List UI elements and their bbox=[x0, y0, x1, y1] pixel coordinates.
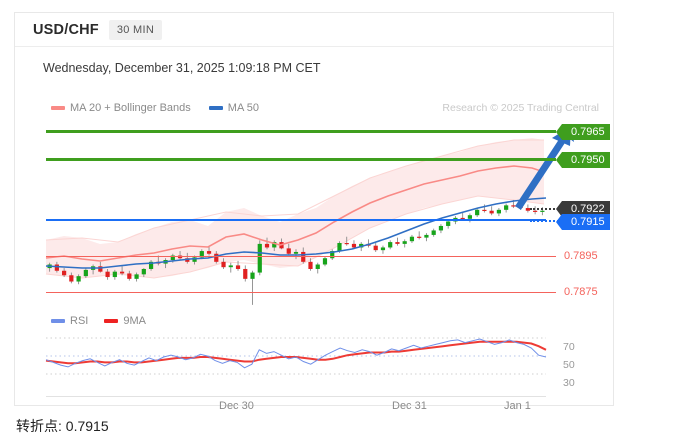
price-tag-0p7965: 0.7965 bbox=[556, 124, 610, 140]
resistance-line-0p7950 bbox=[46, 158, 556, 161]
legend-swatch-ma50 bbox=[208, 106, 223, 110]
price-tag-0p7915: 0.7915 bbox=[556, 214, 610, 230]
x-axis-line bbox=[46, 396, 546, 397]
pivot-point-caption: 转折点: 0.7915 bbox=[16, 418, 109, 434]
legend-item-ma50: MA 50 bbox=[208, 102, 259, 114]
rsi-axis-70: 70 bbox=[563, 341, 575, 353]
bollinger-upper-line bbox=[45, 139, 544, 243]
price-tag-0p7922: 0.7922 bbox=[556, 201, 610, 217]
legend-item-ma20: MA 20 + Bollinger Bands bbox=[51, 102, 191, 114]
rsi-axis-50: 50 bbox=[563, 359, 575, 371]
price-tag-value: 0.7915 bbox=[571, 216, 605, 228]
resistance-line-0p7965 bbox=[46, 130, 556, 133]
legend-label-rsi: RSI bbox=[70, 315, 89, 327]
pivot-line-0p7915 bbox=[46, 219, 546, 221]
support-line-0p7875 bbox=[46, 292, 556, 293]
tag-notch bbox=[556, 152, 562, 168]
timestamp-label: Wednesday, December 31, 2025 1:09:18 PM … bbox=[43, 61, 321, 75]
tag-notch bbox=[556, 214, 562, 230]
legend-swatch-ma20 bbox=[51, 106, 65, 110]
rsi-legend: RSI 9MA bbox=[51, 315, 146, 327]
tag-notch bbox=[556, 124, 562, 140]
symbol-label: USD/CHF bbox=[33, 21, 99, 38]
price-plot: 0.7965 0.7950 0.7922 0.7915 0.7895 0.787… bbox=[34, 116, 610, 396]
price-tag-value: 0.7950 bbox=[571, 154, 605, 166]
rsi-axis-30: 30 bbox=[563, 377, 575, 389]
chart-card: USD/CHF 30 MIN Wednesday, December 31, 2… bbox=[14, 12, 614, 412]
price-tag-0p7950: 0.7950 bbox=[556, 152, 610, 168]
price-tag-value: 0.7965 bbox=[571, 126, 605, 138]
x-tick-jan1: Jan 1 bbox=[504, 400, 531, 412]
legend-item-9ma: 9MA bbox=[104, 315, 146, 327]
rsi-canvas bbox=[45, 337, 547, 375]
last-price-dotted-line bbox=[530, 208, 570, 210]
legend-item-rsi: RSI bbox=[51, 315, 88, 327]
legend-label-ma20: MA 20 + Bollinger Bands bbox=[70, 102, 191, 114]
x-tick-dec30: Dec 30 bbox=[219, 400, 254, 412]
price-tag-0p7875: 0.7875 bbox=[564, 286, 598, 298]
rsi-line bbox=[45, 338, 547, 369]
copyright-label: Research © 2025 Trading Central bbox=[442, 102, 599, 114]
chart-header: USD/CHF 30 MIN bbox=[15, 13, 613, 47]
ma50-line bbox=[45, 197, 547, 269]
tag-notch bbox=[556, 201, 562, 217]
price-tag-0p7895: 0.7895 bbox=[564, 250, 598, 262]
legend-swatch-rsi bbox=[51, 319, 65, 323]
legend-label-9ma: 9MA bbox=[123, 315, 146, 327]
legend-label-ma50: MA 50 bbox=[227, 102, 259, 114]
timeframe-badge[interactable]: 30 MIN bbox=[108, 19, 163, 40]
bollinger-band-area bbox=[46, 138, 544, 278]
price-tag-value: 0.7922 bbox=[571, 203, 605, 215]
support-line-0p7895 bbox=[46, 256, 556, 257]
price-legend: MA 20 + Bollinger Bands MA 50 bbox=[51, 102, 259, 114]
x-tick-dec31: Dec 31 bbox=[392, 400, 427, 412]
pivot-dotted-line bbox=[530, 220, 570, 222]
legend-swatch-9ma bbox=[104, 319, 119, 323]
